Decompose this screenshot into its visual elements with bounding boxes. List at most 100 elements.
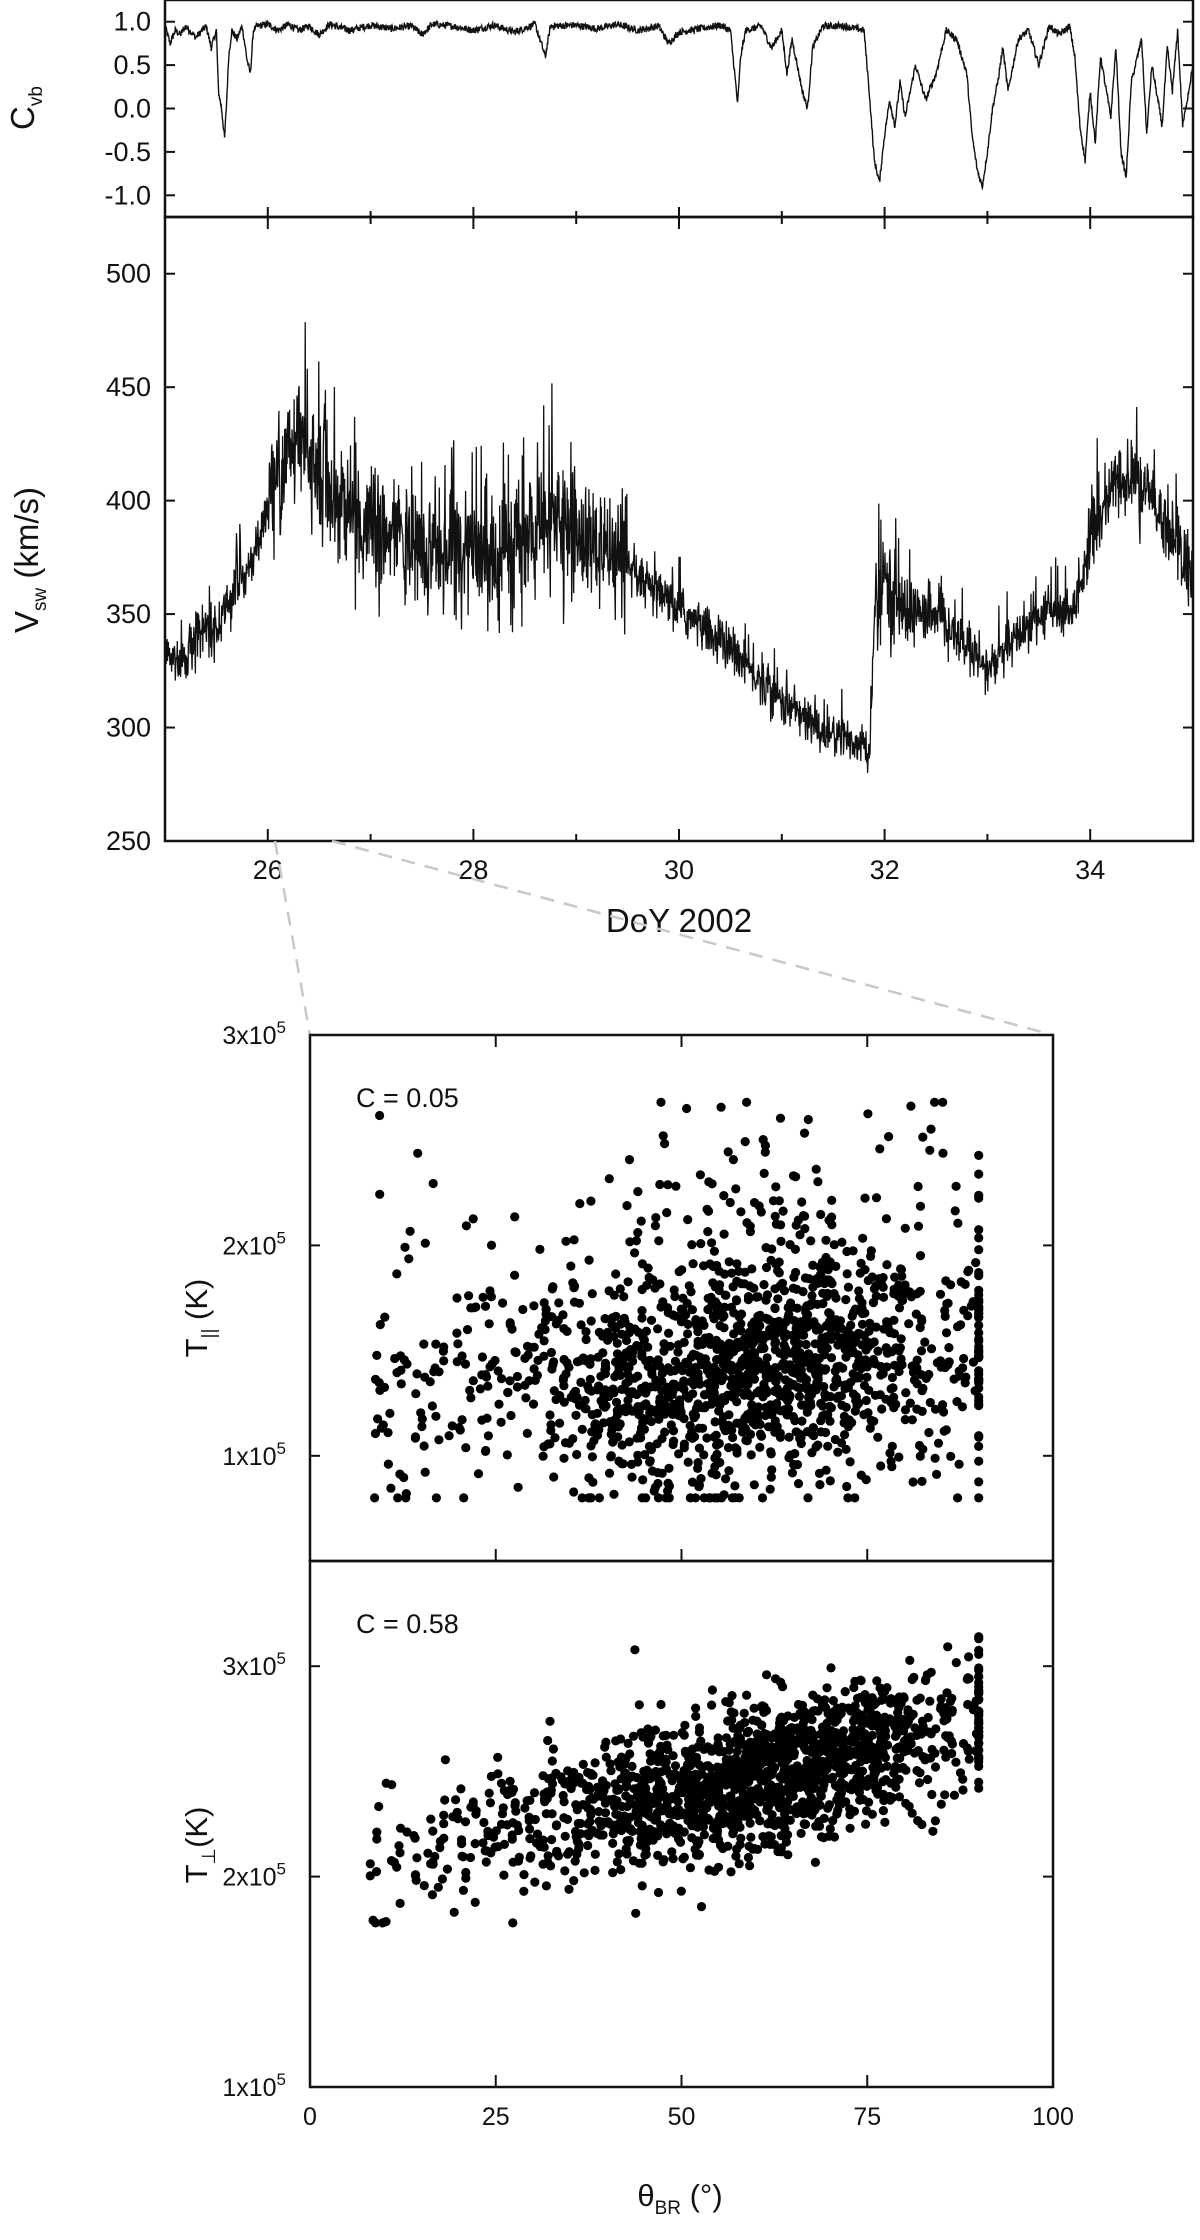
scatter-point (451, 1795, 461, 1805)
scatter-point (520, 1380, 530, 1390)
scatter-point (712, 1449, 722, 1459)
scatter-point (559, 1453, 569, 1463)
scatter-point (627, 1761, 637, 1771)
scatter-point (624, 1328, 635, 1338)
scatter-point (766, 1449, 776, 1459)
scatter-point (776, 1731, 786, 1741)
scatter-point (692, 1803, 703, 1813)
scatter-point (940, 1311, 950, 1321)
scatter-point (821, 1235, 831, 1245)
scatter-point (766, 1472, 776, 1482)
scatter-point (676, 1810, 686, 1820)
scatter-point (727, 1715, 737, 1725)
scatter-point (691, 1836, 701, 1846)
scatter-point (751, 1292, 762, 1302)
scatter-point (902, 1733, 913, 1743)
scatter-point (939, 1745, 949, 1755)
scatter-point (826, 1353, 837, 1363)
scatter-point (765, 1839, 775, 1849)
scatter-point (400, 1242, 410, 1252)
scatter-point (410, 1833, 420, 1843)
y-tick-label: -0.5 (104, 137, 151, 167)
scatter-point (754, 1767, 764, 1777)
scatter-point (638, 1732, 648, 1742)
scatter-point (884, 1132, 894, 1142)
scatter-point (767, 1244, 777, 1254)
scatter-point (738, 1336, 748, 1346)
scatter-point (768, 1748, 778, 1758)
scatter-point (740, 1717, 750, 1728)
scatter-point (707, 1700, 717, 1710)
scatter-point (623, 1395, 633, 1405)
scatter-point (578, 1353, 588, 1363)
scatter-point (638, 1475, 648, 1485)
scatter-point (783, 1404, 793, 1414)
scatter-point (814, 1821, 825, 1831)
scatter-point (468, 1801, 478, 1811)
y-tick-label: 2x105 (222, 1860, 286, 1892)
scatter-point (671, 1181, 681, 1191)
scatter-point (639, 1335, 649, 1345)
scatter-point (896, 1264, 906, 1274)
scatter-point (822, 1288, 833, 1298)
scatter-point (640, 1450, 650, 1460)
scatter-point (633, 1228, 643, 1238)
scatter-point (971, 1258, 981, 1268)
scatter-point (771, 1259, 781, 1269)
scatter-point (496, 1374, 507, 1384)
tpar-y-axis-label: T|| (K) (179, 1279, 220, 1358)
scatter-point (847, 1311, 857, 1321)
scatter-point (899, 1692, 909, 1702)
scatter-point (724, 1698, 734, 1708)
scatter-point (712, 1260, 722, 1271)
tperp-annotation: C = 0.58 (356, 1609, 459, 1639)
scatter-point (795, 1230, 805, 1240)
scatter-point (470, 1897, 480, 1907)
scatter-point (828, 1696, 838, 1706)
scatter-point (839, 1418, 849, 1428)
scatter-point (538, 1451, 548, 1461)
scatter-point (830, 1780, 841, 1790)
scatter-point (788, 1380, 798, 1390)
scatter-point (958, 1774, 968, 1784)
scatter-point (519, 1870, 529, 1880)
scatter-point (433, 1882, 443, 1892)
scatter-point (921, 1674, 931, 1685)
scatter-point (850, 1493, 860, 1503)
scatter-point (652, 1360, 662, 1370)
scatter-point (693, 1463, 703, 1473)
scatter-point (850, 1406, 860, 1416)
scatter-point (651, 1213, 661, 1223)
scatter-point (652, 1808, 663, 1818)
scatter-point (796, 1828, 806, 1838)
scatter-point (729, 1329, 739, 1339)
scatter-point (633, 1450, 643, 1460)
scatter-point (623, 1738, 633, 1748)
scatter-point (907, 1808, 917, 1818)
scatter-point (622, 1201, 632, 1211)
scatter-point (680, 1720, 690, 1730)
scatter-point (431, 1411, 441, 1421)
scatter-point (630, 1645, 640, 1655)
scatter-point (580, 1395, 590, 1405)
scatter-point (749, 1198, 760, 1208)
scatter-point (608, 1829, 618, 1839)
scatter-point (728, 1392, 738, 1402)
scatter-point (604, 1174, 614, 1184)
scatter-point (894, 1774, 904, 1784)
scatter-point (603, 1327, 613, 1337)
scatter-point (572, 1449, 582, 1460)
scatter-point (647, 1798, 658, 1809)
scatter-point (831, 1261, 841, 1271)
scatter-point (611, 1357, 621, 1367)
scatter-point (837, 1400, 847, 1410)
scatter-point (579, 1868, 589, 1878)
scatter-point (373, 1414, 383, 1424)
scatter-point (607, 1319, 617, 1329)
scatter-point (886, 1694, 896, 1704)
scatter-point (762, 1770, 772, 1780)
scatter-point (634, 1700, 644, 1710)
scatter-point (437, 1874, 447, 1884)
scatter-point (559, 1797, 569, 1807)
scatter-point (551, 1394, 561, 1405)
